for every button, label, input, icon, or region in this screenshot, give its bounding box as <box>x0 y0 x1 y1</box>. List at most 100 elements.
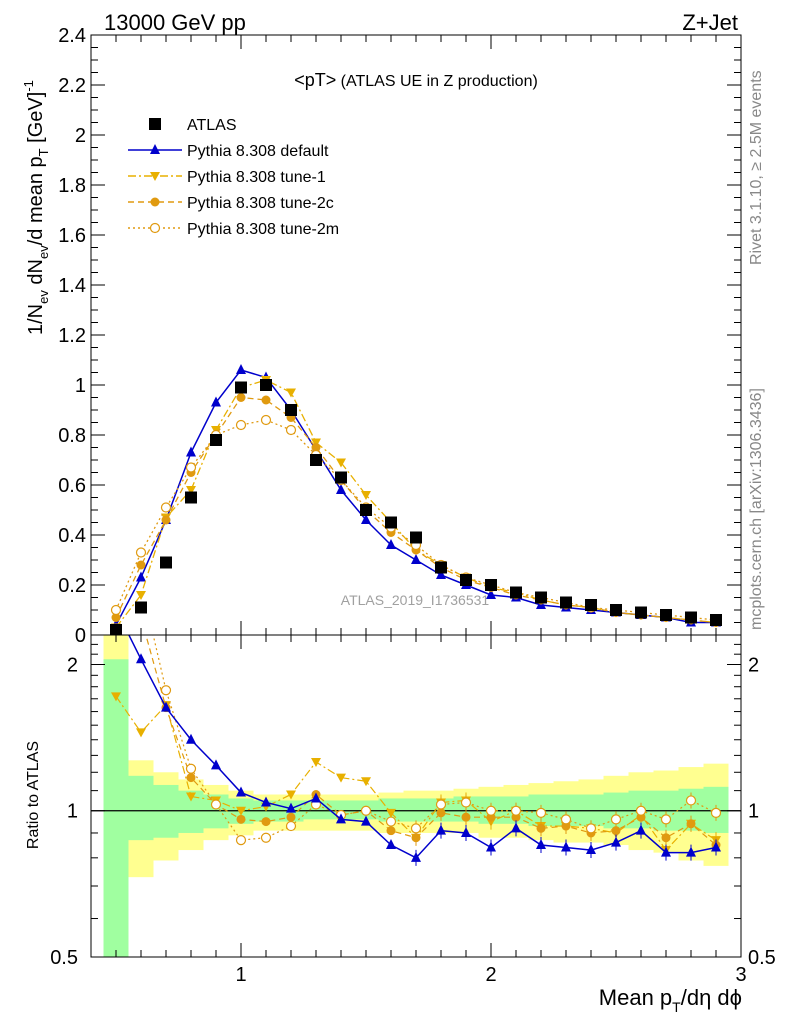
data-point <box>410 531 422 544</box>
inner-uncertainty-band <box>103 659 129 957</box>
ratio-point <box>436 808 446 818</box>
x-tick-label: 3 <box>735 964 746 986</box>
data-point <box>585 599 597 611</box>
ratio-point <box>386 839 396 850</box>
data-point <box>285 404 297 416</box>
ratio-point <box>435 799 447 810</box>
y-tick-label: 0.6 <box>58 475 86 497</box>
ratio-point <box>311 757 321 767</box>
data-point <box>160 556 172 569</box>
data-point <box>336 458 346 468</box>
ratio-point <box>686 846 696 857</box>
y-tick-label: 1.4 <box>58 275 86 297</box>
ratio-point <box>586 844 596 855</box>
x-tick-label: 2 <box>485 964 496 986</box>
legend-label: Pythia 8.308 tune-1 <box>187 169 326 186</box>
data-point <box>185 462 197 473</box>
legend-label: Pythia 8.308 tune-2m <box>187 221 339 238</box>
ratio-point <box>710 807 722 818</box>
ratio-y-tick-label: 1 <box>67 801 78 823</box>
data-point <box>136 571 146 582</box>
data-point <box>310 454 322 466</box>
ratio-point <box>186 733 196 744</box>
main-series-layer <box>110 364 722 635</box>
data-point <box>186 486 196 495</box>
data-point <box>236 393 246 402</box>
data-point <box>311 443 321 452</box>
data-point <box>411 554 421 564</box>
ratio-point <box>436 824 446 835</box>
y-tick-label: 2 <box>75 125 86 147</box>
ratio-point <box>561 841 571 852</box>
data-point <box>535 591 547 604</box>
ratio-y-tick-label: 2 <box>67 654 78 676</box>
data-point <box>235 419 247 431</box>
data-point <box>285 424 297 436</box>
data-point <box>110 604 122 616</box>
ratio-point <box>510 805 522 816</box>
data-point <box>386 539 396 549</box>
ratio-point <box>461 812 471 822</box>
inner-uncertainty-band <box>303 800 329 820</box>
ratio-point <box>360 805 372 816</box>
data-point <box>135 601 147 614</box>
data-point <box>235 381 247 394</box>
ratio-point <box>511 822 521 833</box>
data-point <box>436 569 446 579</box>
main-axis-ticks: 0 0.2 0.4 0.6 0.8 1 1.2 1.4 1.6 1.8 2 2.2 2.4 <box>58 25 742 647</box>
ratio-y-tick-label-right: 1 <box>748 801 759 823</box>
ratio-point <box>660 814 672 825</box>
data-point <box>486 589 496 599</box>
ratio-point <box>535 807 547 818</box>
ratio-axis-ticks: 0.5 0.5 1 1 2 2 1 2 3 <box>50 634 776 986</box>
data-point <box>460 574 472 586</box>
mcplots-info-label: mcplots.cern.ch [arXiv:1306.3436] <box>748 388 765 630</box>
ratio-point <box>235 835 247 846</box>
legend-label: Pythia 8.308 tune-2c <box>187 195 334 212</box>
analysis-watermark: ATLAS_2019_I1736531 <box>341 592 490 608</box>
ratio-point <box>410 823 422 834</box>
ratio-point <box>210 799 222 810</box>
ratio-point <box>186 773 196 783</box>
data-point <box>136 560 146 570</box>
data-point <box>136 591 146 600</box>
legend-entry: Pythia 8.308 default <box>128 143 329 160</box>
data-point <box>211 396 221 407</box>
ratio-point <box>611 826 621 836</box>
data-point <box>660 609 672 621</box>
ratio-point <box>336 773 346 783</box>
ratio-point <box>211 759 221 770</box>
data-point <box>435 561 447 574</box>
chart-title: <pT> (ATLAS UE in Z production) <box>294 70 538 90</box>
ratio-point <box>461 826 471 837</box>
ratio-point <box>686 819 696 829</box>
data-point <box>111 613 121 622</box>
data-point <box>160 502 172 513</box>
data-point <box>161 515 171 525</box>
y-tick-label: 1.6 <box>58 225 86 247</box>
ratio-point <box>536 823 546 833</box>
legend-marker <box>150 197 160 207</box>
y-tick-label: 2.4 <box>58 25 86 47</box>
ratio-point <box>311 792 321 803</box>
data-point <box>260 379 272 391</box>
data-point <box>560 596 572 609</box>
y-tick-label: 1.8 <box>58 175 86 197</box>
legend-marker <box>149 118 161 130</box>
ratio-point <box>585 823 597 834</box>
legend-entry: ATLAS <box>149 117 237 134</box>
y-tick-label: 2.2 <box>58 75 86 97</box>
y-tick-label: 0.4 <box>58 525 86 547</box>
data-point <box>335 471 347 484</box>
y-tick-label: 0.2 <box>58 575 86 597</box>
ratio-point <box>386 826 396 836</box>
ratio-point <box>286 802 296 813</box>
data-point <box>210 434 222 446</box>
y-tick-label: 0 <box>75 625 86 647</box>
ratio-point <box>536 839 546 850</box>
y-axis-label: 1/Nev dNev/d mean pT [GeV]-1 <box>21 80 51 335</box>
ratio-point <box>261 796 271 807</box>
data-point <box>610 604 622 616</box>
ratio-series-layer <box>111 635 722 866</box>
data-point <box>236 364 246 374</box>
